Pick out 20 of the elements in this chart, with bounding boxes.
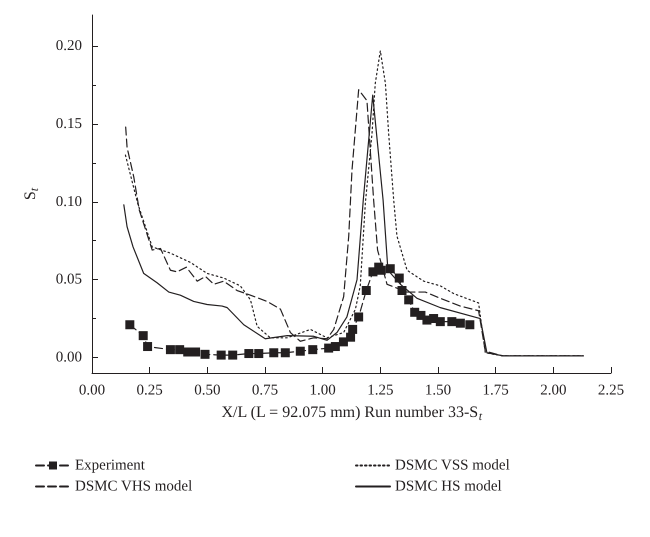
y-tick-label: 0.10	[56, 194, 82, 210]
x-tick-label: 1.75	[482, 382, 509, 398]
legend-label: Experiment	[75, 458, 146, 474]
x-tick-label: 1.50	[424, 382, 452, 398]
y-tick-label: 0.05	[56, 272, 82, 288]
y-tick-label: 0.00	[56, 349, 82, 366]
y-axis-title: St	[22, 187, 41, 200]
x-tick-label: 0.00	[78, 382, 106, 398]
x-tick-label: 0.25	[136, 382, 163, 398]
x-tick-label: 0.75	[252, 382, 278, 398]
x-tick-label: 2.25	[598, 382, 624, 398]
y-tick-label: 0.20	[56, 38, 82, 54]
y-tick-label: 0.15	[56, 116, 82, 132]
legend-label: DSMC VHS model	[75, 478, 192, 494]
x-tick-label: 2.00	[540, 382, 566, 398]
x-tick-label: 1.25	[367, 382, 394, 398]
x-tick-label: 0.50	[194, 382, 220, 398]
legend-label: DSMC HS model	[395, 478, 502, 494]
x-tick-label: 1.00	[310, 382, 336, 398]
legend-label: DSMC VSS model	[395, 458, 510, 474]
